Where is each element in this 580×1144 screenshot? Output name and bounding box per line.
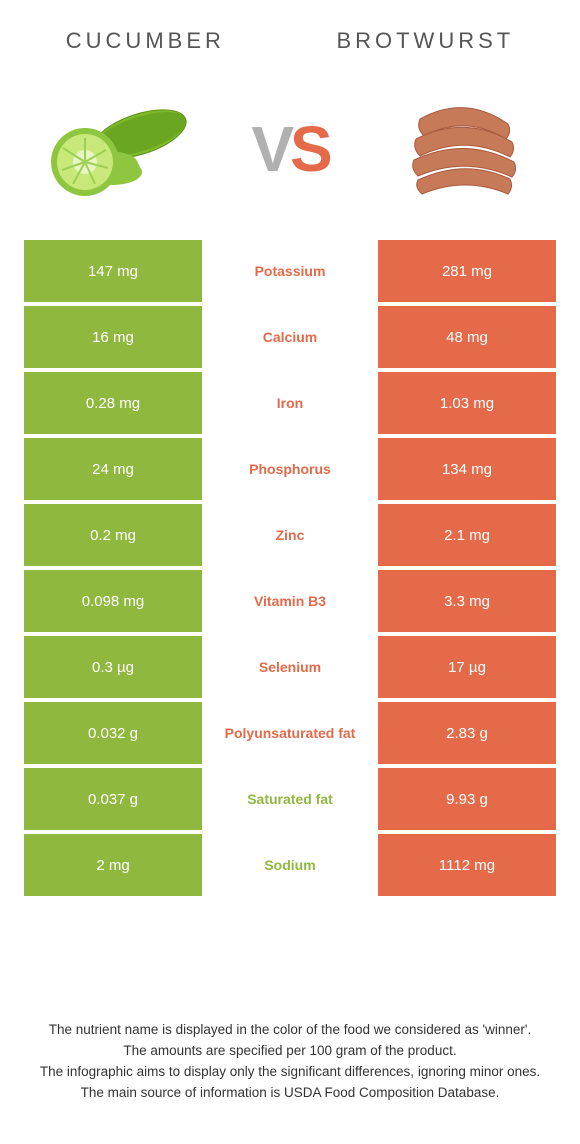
value-left: 16 mg (24, 306, 202, 368)
nutrient-row: 0.098 mgVitamin B33.3 mg (24, 570, 556, 632)
value-left: 0.28 mg (24, 372, 202, 434)
vs-label: VS (251, 112, 328, 186)
value-right: 134 mg (378, 438, 556, 500)
nutrient-name: Zinc (202, 504, 378, 566)
value-right: 281 mg (378, 240, 556, 302)
title-right: BROTWURST (336, 28, 514, 54)
footer-line: The nutrient name is displayed in the co… (32, 1020, 548, 1041)
hero: VS (0, 66, 580, 240)
nutrient-name: Calcium (202, 306, 378, 368)
value-left: 0.098 mg (24, 570, 202, 632)
nutrient-row: 147 mgPotassium281 mg (24, 240, 556, 302)
nutrient-row: 0.2 mgZinc2.1 mg (24, 504, 556, 566)
value-left: 2 mg (24, 834, 202, 896)
nutrient-name: Iron (202, 372, 378, 434)
nutrient-name: Selenium (202, 636, 378, 698)
footer-line: The infographic aims to display only the… (32, 1062, 548, 1083)
value-left: 147 mg (24, 240, 202, 302)
title-left: CUCUMBER (66, 28, 225, 54)
brotwurst-icon (390, 84, 540, 214)
value-right: 1.03 mg (378, 372, 556, 434)
footer-notes: The nutrient name is displayed in the co… (0, 1000, 580, 1144)
cucumber-icon (40, 84, 190, 214)
nutrient-row: 0.032 gPolyunsaturated fat2.83 g (24, 702, 556, 764)
nutrient-row: 0.037 gSaturated fat9.93 g (24, 768, 556, 830)
nutrient-row: 24 mgPhosphorus134 mg (24, 438, 556, 500)
header: CUCUMBER BROTWURST (0, 0, 580, 66)
nutrient-row: 0.28 mgIron1.03 mg (24, 372, 556, 434)
nutrient-name: Saturated fat (202, 768, 378, 830)
nutrient-table: 147 mgPotassium281 mg16 mgCalcium48 mg0.… (0, 240, 580, 900)
nutrient-name: Polyunsaturated fat (202, 702, 378, 764)
value-right: 1112 mg (378, 834, 556, 896)
vs-v: V (251, 113, 290, 185)
value-left: 0.2 mg (24, 504, 202, 566)
nutrient-name: Vitamin B3 (202, 570, 378, 632)
nutrient-row: 2 mgSodium1112 mg (24, 834, 556, 896)
value-left: 0.032 g (24, 702, 202, 764)
value-right: 3.3 mg (378, 570, 556, 632)
nutrient-row: 0.3 µgSelenium17 µg (24, 636, 556, 698)
value-right: 17 µg (378, 636, 556, 698)
value-right: 9.93 g (378, 768, 556, 830)
value-right: 2.83 g (378, 702, 556, 764)
nutrient-row: 16 mgCalcium48 mg (24, 306, 556, 368)
footer-line: The main source of information is USDA F… (32, 1083, 548, 1104)
footer-line: The amounts are specified per 100 gram o… (32, 1041, 548, 1062)
value-left: 24 mg (24, 438, 202, 500)
value-left: 0.037 g (24, 768, 202, 830)
nutrient-name: Sodium (202, 834, 378, 896)
nutrient-name: Potassium (202, 240, 378, 302)
value-right: 2.1 mg (378, 504, 556, 566)
vs-s: S (290, 113, 329, 185)
value-left: 0.3 µg (24, 636, 202, 698)
value-right: 48 mg (378, 306, 556, 368)
nutrient-name: Phosphorus (202, 438, 378, 500)
